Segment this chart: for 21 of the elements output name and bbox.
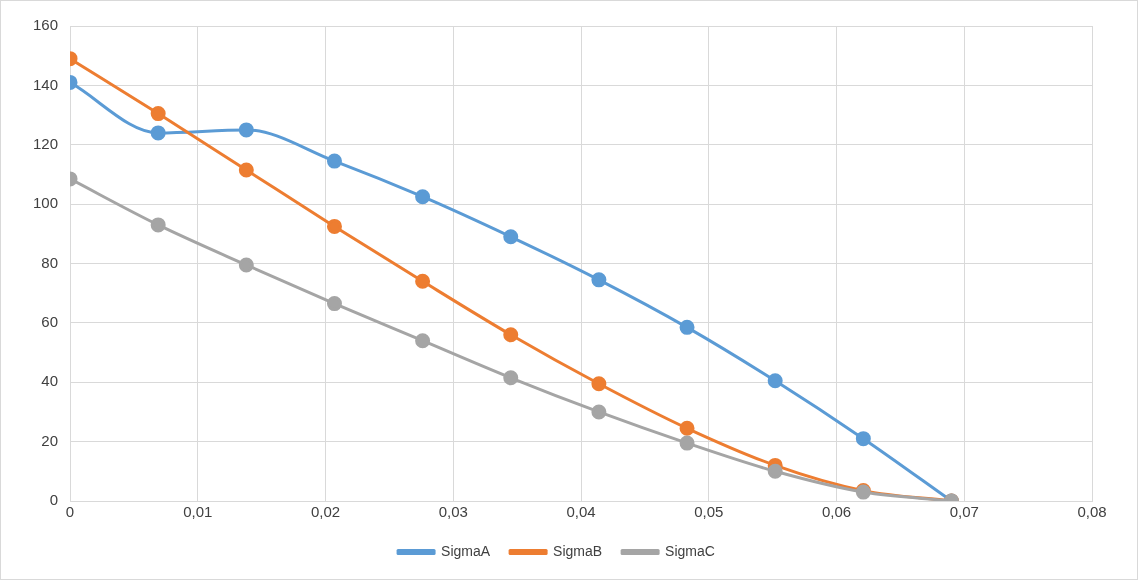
legend-label: SigmaC xyxy=(665,542,715,559)
y-tick-label: 160 xyxy=(33,16,59,34)
x-tick-label: 0,01 xyxy=(183,503,213,521)
y-tick-label: 20 xyxy=(41,431,59,449)
x-tick-label: 0,05 xyxy=(694,503,724,521)
x-tick-label: 0,08 xyxy=(1077,503,1107,521)
x-tick-label: 0,07 xyxy=(949,503,979,521)
legend-label: SigmaB xyxy=(553,542,603,559)
x-tick-label: 0,02 xyxy=(310,503,341,521)
x-tick-label: 0,03 xyxy=(438,503,468,521)
x-tick-label: 0,04 xyxy=(566,503,596,521)
y-tick-label: 100 xyxy=(33,194,59,212)
y-tick-label: 140 xyxy=(33,75,59,93)
y-tick-label: 0 xyxy=(49,491,59,509)
x-tick-label: 0,06 xyxy=(821,503,852,521)
legend-label: SigmaA xyxy=(441,542,491,559)
x-tick-label: 0 xyxy=(65,503,75,521)
y-tick-label: 60 xyxy=(41,313,59,331)
y-tick-label: 40 xyxy=(41,372,59,390)
y-tick-label: 120 xyxy=(33,134,59,152)
y-tick-label: 80 xyxy=(41,253,59,271)
